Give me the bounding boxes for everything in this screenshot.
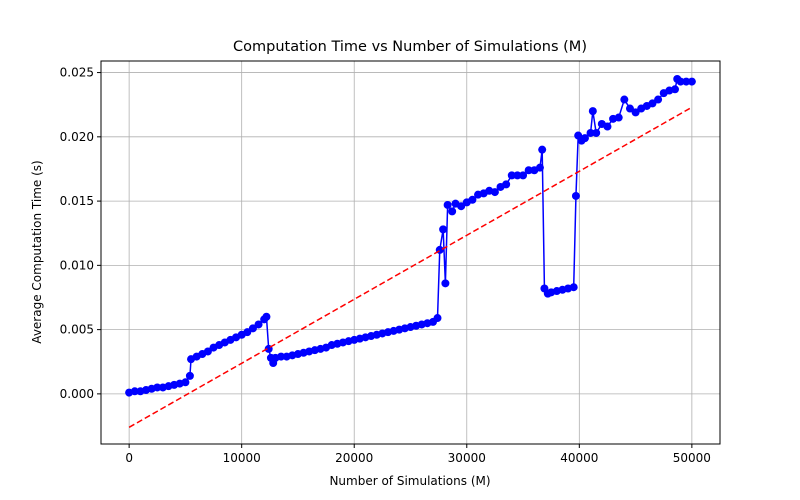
data-point bbox=[277, 352, 286, 361]
series-line bbox=[128, 106, 693, 428]
y-tick-label: 0.025 bbox=[60, 66, 94, 80]
data-point bbox=[620, 95, 629, 104]
data-point bbox=[439, 225, 448, 234]
data-point bbox=[153, 383, 162, 392]
y-tick-label: 0.000 bbox=[60, 387, 94, 401]
y-axis-label: Average Computation Time (s) bbox=[30, 160, 44, 343]
data-point bbox=[502, 180, 511, 189]
data-point bbox=[580, 134, 589, 143]
data-point bbox=[676, 77, 685, 86]
y-tick-label: 0.020 bbox=[60, 130, 94, 144]
data-point bbox=[468, 195, 477, 204]
data-point bbox=[588, 107, 597, 116]
x-tick-label: 30000 bbox=[448, 451, 486, 465]
data-point bbox=[507, 171, 516, 180]
x-tick-label: 50000 bbox=[673, 451, 711, 465]
plot-frame bbox=[100, 60, 721, 445]
y-tick-label: 0.005 bbox=[60, 323, 94, 337]
data-point bbox=[441, 279, 450, 288]
data-point bbox=[603, 122, 612, 131]
data-point bbox=[443, 200, 452, 209]
data-point bbox=[513, 171, 522, 180]
data-point bbox=[262, 312, 271, 321]
data-point bbox=[130, 387, 139, 396]
data-point bbox=[614, 113, 623, 122]
data-point bbox=[654, 95, 663, 104]
data-point bbox=[524, 166, 533, 175]
data-point bbox=[519, 171, 528, 180]
data-point bbox=[586, 128, 595, 137]
y-tick-label: 0.010 bbox=[60, 258, 94, 272]
data-point bbox=[254, 320, 263, 329]
data-point bbox=[571, 191, 580, 200]
data-point bbox=[185, 371, 194, 380]
data-point bbox=[569, 283, 578, 292]
x-tick-label: 10000 bbox=[223, 451, 261, 465]
data-point bbox=[433, 314, 442, 323]
data-point bbox=[535, 163, 544, 172]
data-point bbox=[682, 77, 691, 86]
data-point bbox=[448, 207, 457, 216]
x-tick-label: 20000 bbox=[335, 451, 373, 465]
x-tick-label: 40000 bbox=[560, 451, 598, 465]
data-point bbox=[687, 77, 696, 86]
data-point bbox=[592, 128, 601, 137]
data-point bbox=[248, 324, 257, 333]
x-tick-label: 0 bbox=[125, 451, 133, 465]
data-point bbox=[181, 378, 190, 387]
data-point bbox=[631, 108, 640, 117]
chart-title: Computation Time vs Number of Simulation… bbox=[233, 39, 587, 55]
data-point bbox=[670, 85, 679, 94]
data-point bbox=[203, 347, 212, 356]
y-tick-label: 0.015 bbox=[60, 194, 94, 208]
data-point bbox=[625, 104, 634, 113]
data-point bbox=[490, 188, 499, 197]
data-point bbox=[243, 328, 252, 337]
data-point bbox=[457, 202, 466, 211]
data-point bbox=[648, 99, 657, 108]
x-axis-label: Number of Simulations (M) bbox=[329, 474, 490, 488]
data-point bbox=[538, 145, 547, 154]
